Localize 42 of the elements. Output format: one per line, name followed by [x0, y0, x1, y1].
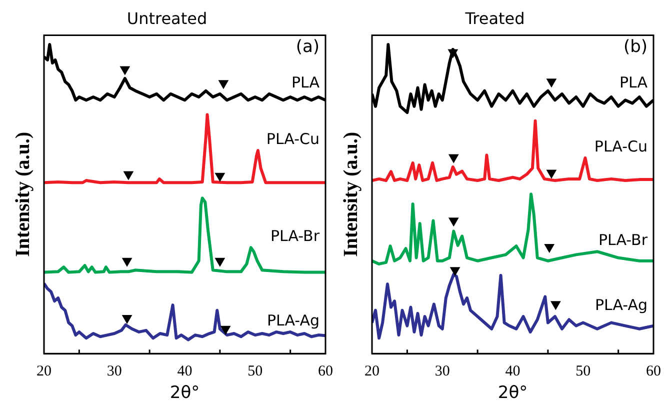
point: [448, 154, 459, 164]
x-axis-title: 2θ°: [498, 383, 528, 404]
point: [450, 267, 460, 276]
series-label: PLA-Cu: [594, 137, 648, 156]
annotation: (a): [296, 37, 320, 58]
point: [214, 172, 226, 182]
point: [220, 326, 231, 335]
point: [546, 170, 557, 179]
point: [122, 258, 132, 267]
point: [218, 80, 229, 90]
point: [214, 258, 226, 267]
point: [448, 218, 459, 227]
point: [544, 244, 555, 253]
series-label: PLA-Cu: [266, 130, 320, 148]
x-tick-label: 60: [318, 364, 333, 380]
series-label: PLA-Br: [270, 226, 320, 245]
x-tick-label: 40: [177, 364, 192, 380]
x-tick-label: 40: [505, 364, 520, 380]
series-label: PLA: [291, 73, 320, 92]
chart-title: Treated: [464, 8, 525, 28]
series-label: PLA-Ag: [594, 296, 648, 314]
point: [122, 315, 132, 324]
point: [123, 171, 134, 180]
y-axis-title: Intensity (a.u.): [340, 132, 362, 257]
point: [448, 49, 458, 58]
chart-title: Untreated: [126, 8, 208, 28]
point: [546, 78, 557, 88]
x-tick-label: 50: [248, 364, 263, 380]
point: [550, 301, 561, 310]
x-tick-label: 30: [106, 364, 122, 380]
x-tick-label: 50: [576, 364, 591, 380]
x-tick-label: 20: [364, 364, 380, 380]
x-axis-title: 2θ°: [170, 383, 200, 404]
annotation: (b): [623, 37, 648, 58]
y-axis-title: Intensity (a.u.): [12, 132, 34, 257]
point: [120, 66, 130, 76]
x-tick-label: 20: [36, 364, 52, 380]
x-tick-label: 60: [646, 364, 661, 380]
series-label: PLA: [619, 73, 648, 92]
series-label: PLA-Br: [598, 230, 648, 249]
series-label: PLA-Ag: [266, 311, 320, 330]
x-tick-label: 30: [434, 364, 450, 380]
